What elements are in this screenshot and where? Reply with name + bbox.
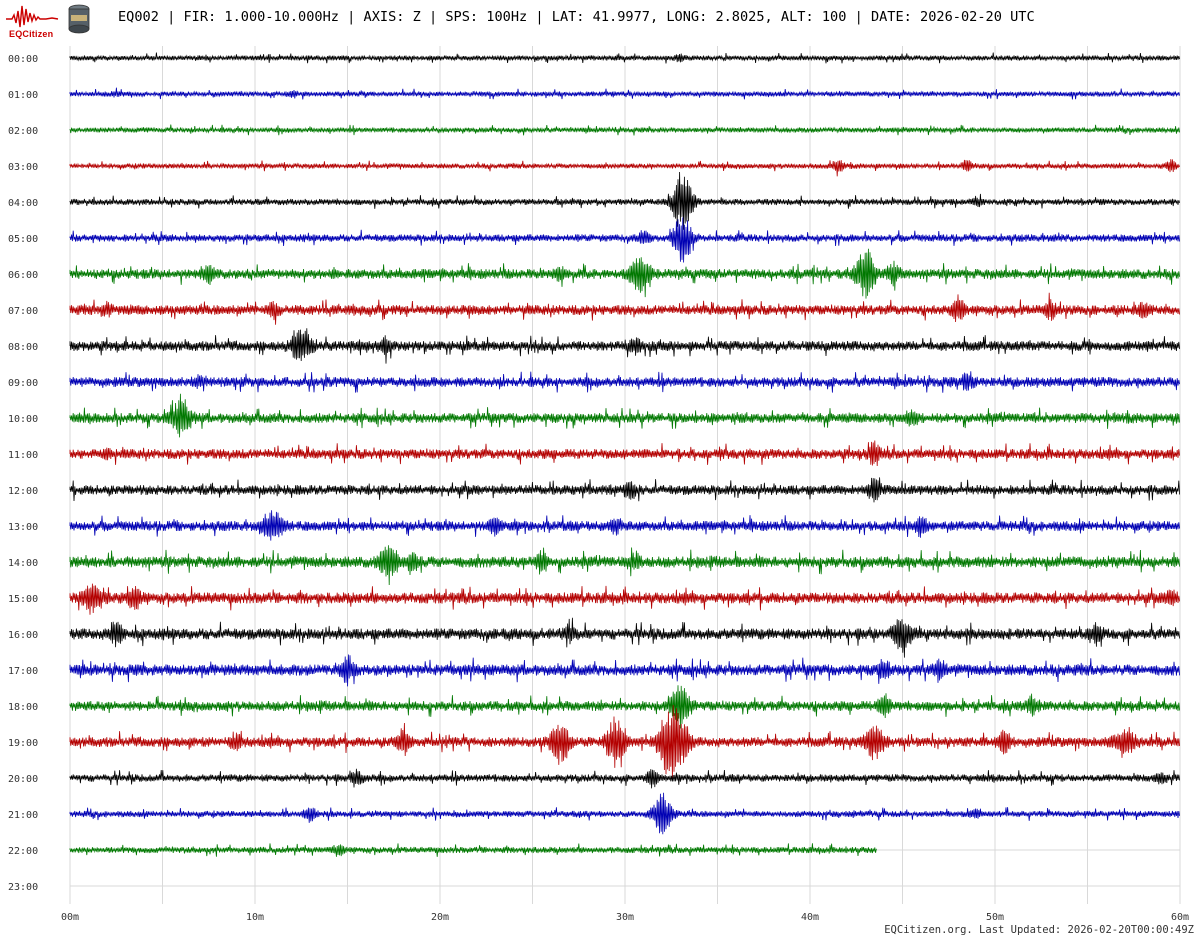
row-label: 18:00	[8, 702, 38, 713]
header: EQCitizen EQ002 | FIR: 1.000-10.000Hz | …	[0, 0, 1200, 40]
seismometer-icon	[68, 4, 90, 34]
row-label: 13:00	[8, 522, 38, 533]
x-axis-labels: 00m 10m 20m 30m 40m 50m 60m	[61, 912, 1189, 923]
trace-1000	[69, 393, 1180, 438]
row-label: 22:00	[8, 846, 38, 857]
row-label: 06:00	[8, 270, 38, 281]
row-label: 05:00	[8, 234, 38, 245]
row-label: 17:00	[8, 666, 38, 677]
plot-title: EQ002 | FIR: 1.000-10.000Hz | AXIS: Z | …	[118, 9, 1035, 25]
trace-0800	[69, 328, 1180, 364]
eqcitizen-logo[interactable]: EQCitizen	[4, 3, 60, 39]
trace-1500	[69, 583, 1180, 615]
trace-2100	[69, 792, 1180, 835]
trace-0400	[69, 171, 1180, 230]
trace-1100	[69, 440, 1180, 467]
helicorder-plot: 00:00 01:00 02:00 03:00 04:00 05:00 06:00 07:00…	[8, 46, 1189, 923]
row-label: 08:00	[8, 342, 38, 353]
row-label: 02:00	[8, 126, 38, 137]
row-label: 20:00	[8, 774, 38, 785]
trace-0000	[69, 52, 1180, 64]
trace-2000	[69, 768, 1180, 789]
row-label: 09:00	[8, 378, 38, 389]
x-tick-label: 00m	[61, 912, 79, 923]
trace-1900	[69, 705, 1180, 780]
trace-1200	[69, 477, 1180, 503]
row-label: 00:00	[8, 54, 38, 65]
trace-1300	[69, 510, 1180, 541]
trace-0200	[69, 124, 1180, 136]
x-tick-label: 40m	[801, 912, 819, 923]
trace-1400	[69, 545, 1180, 586]
row-label: 19:00	[8, 738, 38, 749]
traces	[69, 52, 1180, 857]
row-label: 14:00	[8, 558, 38, 569]
row-label: 23:00	[8, 882, 38, 893]
row-labels: 00:00 01:00 02:00 03:00 04:00 05:00 06:00 07:00…	[8, 54, 38, 893]
row-label: 16:00	[8, 630, 38, 641]
trace-0900	[69, 371, 1180, 393]
trace-0600	[69, 248, 1180, 299]
row-label: 10:00	[8, 414, 38, 425]
x-tick-label: 60m	[1171, 912, 1189, 923]
trace-1700	[69, 654, 1180, 687]
x-tick-label: 20m	[431, 912, 449, 923]
row-label: 03:00	[8, 162, 38, 173]
row-label: 04:00	[8, 198, 38, 209]
row-label: 21:00	[8, 810, 38, 821]
trace-2200	[69, 843, 877, 857]
seismogram-logo-icon	[6, 5, 59, 28]
row-label: 07:00	[8, 306, 38, 317]
trace-1600	[69, 617, 1180, 658]
trace-0100	[69, 87, 1180, 100]
trace-0700	[69, 292, 1180, 325]
row-label: 01:00	[8, 90, 38, 101]
grid	[69, 46, 1181, 904]
x-tick-label: 30m	[616, 912, 634, 923]
trace-1800	[69, 685, 1180, 729]
last-updated-footer: EQCitizen.org. Last Updated: 2026-02-20T…	[884, 924, 1194, 936]
row-label: 12:00	[8, 486, 38, 497]
x-tick-label: 50m	[986, 912, 1004, 923]
logo-text: EQCitizen	[9, 29, 54, 39]
row-label: 11:00	[8, 450, 38, 461]
x-tick-label: 10m	[246, 912, 264, 923]
trace-0300	[69, 159, 1180, 177]
trace-0500	[69, 217, 1180, 263]
row-label: 15:00	[8, 594, 38, 605]
